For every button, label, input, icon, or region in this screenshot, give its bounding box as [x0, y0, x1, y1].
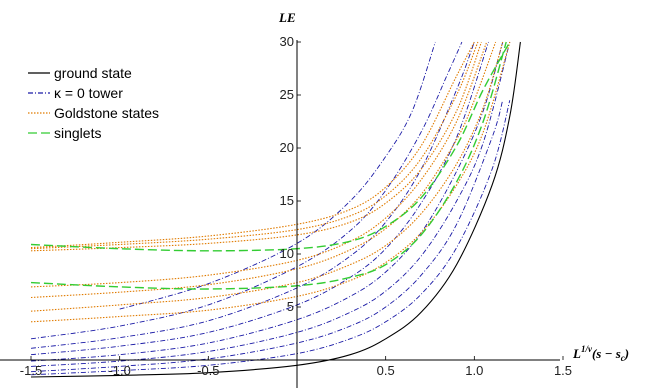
y-tick-label-6: 30 [280, 34, 294, 49]
x-axis-label: L1/ν(s − sc) [572, 344, 629, 363]
series-line-15 [30, 41, 479, 250]
legend-label-4: singlets [54, 125, 101, 141]
x-axis-label-exponent: 1/ν [581, 344, 593, 354]
series-line-10 [30, 41, 511, 323]
y-axis-label: LE [278, 10, 296, 25]
y-tick-label-2: 10 [280, 246, 294, 261]
legend: ground state κ = 0 tower Goldstone states s… [28, 65, 159, 141]
series-line-14 [30, 41, 482, 252]
x-tick-label-5: 1.0 [465, 363, 483, 378]
legend-label-2: κ = 0 tower [54, 85, 123, 101]
x-tick-label-3: -0.5 [197, 363, 219, 378]
series-line-3 [30, 100, 504, 373]
svg-text:L1/ν(s − sc): L1/ν(s − sc) [572, 344, 629, 363]
series-line-9 [119, 41, 436, 310]
legend-label-1: ground state [54, 65, 132, 81]
legend-label-3: Goldstone states [54, 105, 159, 121]
series-line-11 [30, 41, 504, 312]
series-line-8 [30, 41, 463, 340]
x-ticks: -1.5 -1.0 -0.5 0.5 1.0 1.5 [20, 356, 572, 378]
series-line-1 [30, 41, 521, 378]
x-tick-label-2: -1.0 [108, 363, 130, 378]
x-axis-label-base: L [572, 346, 581, 361]
y-tick-label-4: 20 [280, 140, 294, 155]
series-line-17 [30, 41, 507, 290]
series-line-4 [30, 41, 511, 367]
series-line-7 [30, 41, 475, 349]
x-axis-label-subscript: c [621, 353, 625, 363]
series-line-2 [30, 100, 511, 376]
y-tick-label-1: 5 [287, 299, 294, 314]
y-tick-label-5: 25 [280, 87, 294, 102]
y-tick-label-3: 15 [280, 193, 294, 208]
y-ticks: 5 10 15 20 25 30 [280, 34, 301, 314]
series-line-16 [30, 41, 475, 249]
x-tick-label-1: -1.5 [20, 363, 42, 378]
series-line-18 [30, 41, 511, 252]
x-axis-label-body: (s − s [592, 346, 621, 361]
series-line-5 [30, 41, 504, 362]
x-tick-label-4: 0.5 [377, 363, 395, 378]
x-axis-label-close: ) [624, 346, 629, 361]
curves-layer [30, 41, 521, 378]
x-tick-label-6: 1.5 [554, 363, 572, 378]
